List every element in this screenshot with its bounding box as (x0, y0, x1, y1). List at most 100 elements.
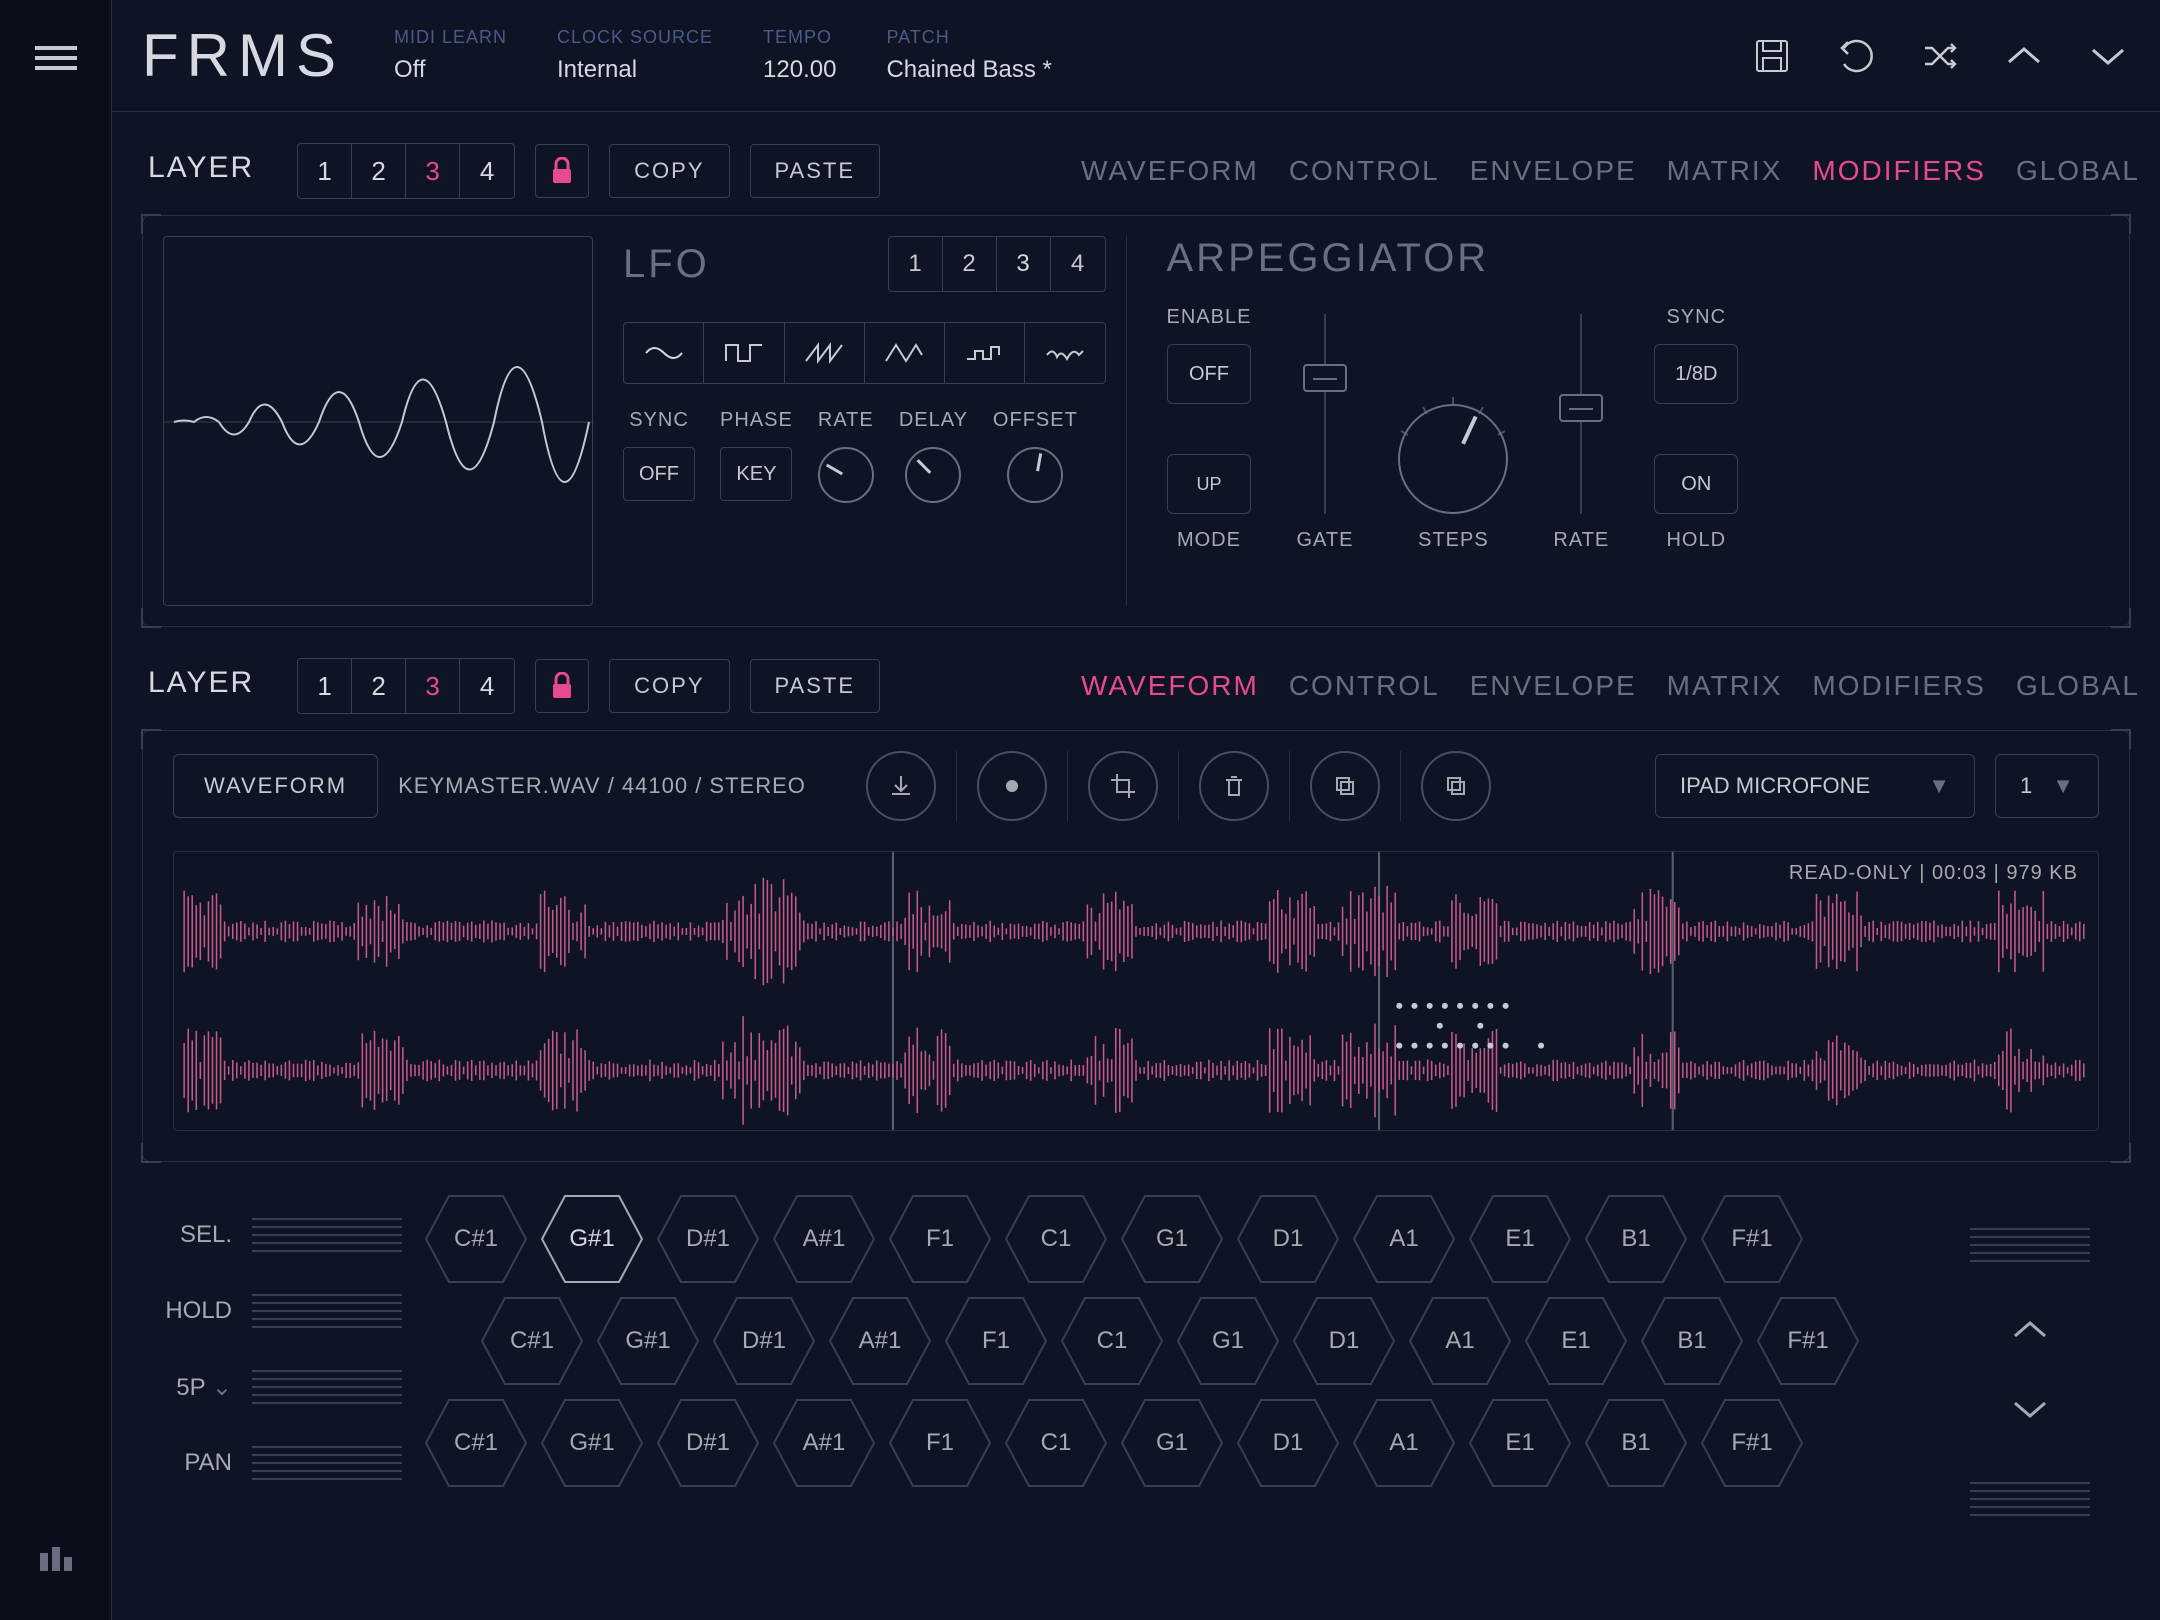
arp-hold-button[interactable]: ON (1654, 454, 1738, 514)
hex-key-G1[interactable]: G1 (1174, 1294, 1282, 1388)
kb-pan-label[interactable]: PAN (142, 1449, 232, 1477)
hex-key-B1[interactable]: B1 (1582, 1396, 1690, 1490)
hex-key-E1[interactable]: E1 (1466, 1396, 1574, 1490)
layer1-paste-button[interactable]: PASTE (750, 144, 881, 198)
nav2-control[interactable]: CONTROL (1289, 670, 1440, 702)
arp-mode-button[interactable]: UP (1167, 454, 1251, 514)
wave-step-icon[interactable] (945, 323, 1025, 383)
lfo-offset-knob[interactable] (1007, 447, 1063, 503)
clock-source-param[interactable]: CLOCK SOURCE Internal (557, 27, 713, 84)
delete-icon[interactable] (1199, 751, 1269, 821)
hex-key-G1[interactable]: G1 (1118, 1192, 1226, 1286)
nav2-envelope[interactable]: ENVELOPE (1470, 670, 1637, 702)
layer2-tab-2[interactable]: 2 (352, 659, 406, 713)
nav1-waveform[interactable]: WAVEFORM (1081, 155, 1259, 187)
layer1-tab-4[interactable]: 4 (460, 144, 514, 198)
layer1-copy-button[interactable]: COPY (609, 144, 729, 198)
patch-param[interactable]: PATCH Chained Bass * (886, 27, 1051, 84)
wave-triangle-icon[interactable] (865, 323, 945, 383)
hex-key-B1[interactable]: B1 (1582, 1192, 1690, 1286)
layer2-tab-1[interactable]: 1 (298, 659, 352, 713)
waveform-button[interactable]: WAVEFORM (173, 754, 378, 818)
undo-icon[interactable] (1834, 34, 1878, 78)
layer1-tab-2[interactable]: 2 (352, 144, 406, 198)
lfo-rate-knob[interactable]: .knob::after{transform:rotate(var(--rot,… (818, 447, 874, 503)
hex-key-A1[interactable]: A1 (1350, 1396, 1458, 1490)
next-icon[interactable] (2086, 34, 2130, 78)
midi-learn-param[interactable]: MIDI LEARN Off (394, 27, 507, 84)
hex-key-C1[interactable]: C1 (1058, 1294, 1166, 1388)
nav2-matrix[interactable]: MATRIX (1667, 670, 1783, 702)
lfo-delay-knob[interactable] (905, 447, 961, 503)
arp-sync-button[interactable]: 1/8D (1654, 344, 1738, 404)
hex-key-E1[interactable]: E1 (1466, 1192, 1574, 1286)
hex-key-D#1[interactable]: D#1 (654, 1192, 762, 1286)
wave-saw-icon[interactable] (785, 323, 865, 383)
hex-key-F1[interactable]: F1 (942, 1294, 1050, 1388)
input-source-dropdown[interactable]: IPAD MICROFONE ▼ (1655, 754, 1975, 818)
hex-key-A1[interactable]: A1 (1406, 1294, 1514, 1388)
crop-icon[interactable] (1088, 751, 1158, 821)
hex-key-D1[interactable]: D1 (1290, 1294, 1398, 1388)
hex-key-E1[interactable]: E1 (1522, 1294, 1630, 1388)
arp-rate-slider[interactable] (1561, 314, 1601, 514)
record-icon[interactable] (977, 751, 1047, 821)
hex-key-B1[interactable]: B1 (1638, 1294, 1746, 1388)
hex-key-G#1[interactable]: G#1 (538, 1192, 646, 1286)
nav2-modifiers[interactable]: MODIFIERS (1812, 670, 1986, 702)
hex-key-F1[interactable]: F1 (886, 1192, 994, 1286)
hex-key-A#1[interactable]: A#1 (770, 1192, 878, 1286)
nav1-global[interactable]: GLOBAL (2016, 155, 2140, 187)
hex-key-F#1[interactable]: F#1 (1754, 1294, 1862, 1388)
hex-key-A#1[interactable]: A#1 (770, 1396, 878, 1490)
nav1-modifiers[interactable]: MODIFIERS (1812, 155, 1986, 187)
hex-key-D#1[interactable]: D#1 (654, 1396, 762, 1490)
nav1-envelope[interactable]: ENVELOPE (1470, 155, 1637, 187)
lfo-tab-4[interactable]: 4 (1051, 237, 1105, 291)
layer1-lock-button[interactable] (535, 144, 589, 198)
layer2-tab-4[interactable]: 4 (460, 659, 514, 713)
arp-steps-knob[interactable] (1398, 404, 1508, 514)
hex-key-C#1[interactable]: C#1 (422, 1396, 530, 1490)
hex-key-D#1[interactable]: D#1 (710, 1294, 818, 1388)
layer1-tab-3[interactable]: 3 (406, 144, 460, 198)
wave-random-icon[interactable] (1025, 323, 1104, 383)
hex-key-F#1[interactable]: F#1 (1698, 1192, 1806, 1286)
wave-square-icon[interactable] (704, 323, 784, 383)
hex-key-A#1[interactable]: A#1 (826, 1294, 934, 1388)
hex-key-C#1[interactable]: C#1 (478, 1294, 586, 1388)
lfo-tab-2[interactable]: 2 (943, 237, 997, 291)
save-icon[interactable] (1750, 34, 1794, 78)
hex-key-D1[interactable]: D1 (1234, 1192, 1342, 1286)
hex-key-F1[interactable]: F1 (886, 1396, 994, 1490)
download-icon[interactable] (866, 751, 936, 821)
wave-sine-icon[interactable] (624, 323, 704, 383)
lfo-tab-3[interactable]: 3 (997, 237, 1051, 291)
mixer-icon[interactable] (36, 1545, 76, 1580)
hex-key-C#1[interactable]: C#1 (422, 1192, 530, 1286)
hex-key-G#1[interactable]: G#1 (594, 1294, 702, 1388)
hex-key-F#1[interactable]: F#1 (1698, 1396, 1806, 1490)
octave-up-icon[interactable] (2010, 1318, 2050, 1347)
hex-key-A1[interactable]: A1 (1350, 1192, 1458, 1286)
hex-key-G#1[interactable]: G#1 (538, 1396, 646, 1490)
nav1-matrix[interactable]: MATRIX (1667, 155, 1783, 187)
kb-hold-label[interactable]: HOLD (142, 1297, 232, 1325)
prev-icon[interactable] (2002, 34, 2046, 78)
octave-down-icon[interactable] (2010, 1397, 2050, 1426)
layer2-tab-3[interactable]: 3 (406, 659, 460, 713)
channel-dropdown[interactable]: 1 ▼ (1995, 754, 2099, 818)
kb-sel-label[interactable]: SEL. (142, 1221, 232, 1249)
nav2-waveform[interactable]: WAVEFORM (1081, 670, 1259, 702)
layer2-paste-button[interactable]: PASTE (750, 659, 881, 713)
hex-key-C1[interactable]: C1 (1002, 1396, 1110, 1490)
tempo-param[interactable]: TEMPO 120.00 (763, 27, 836, 84)
shuffle-icon[interactable] (1918, 34, 1962, 78)
hex-key-C1[interactable]: C1 (1002, 1192, 1110, 1286)
nav2-global[interactable]: GLOBAL (2016, 670, 2140, 702)
waveform-display[interactable]: READ-ONLY | 00:03 | 979 KB (173, 851, 2099, 1131)
lfo-sync-button[interactable]: OFF (623, 447, 695, 501)
arp-enable-button[interactable]: OFF (1167, 344, 1251, 404)
copy-icon[interactable] (1310, 751, 1380, 821)
kb-scale-label[interactable]: 5P ⌄ (142, 1373, 232, 1402)
